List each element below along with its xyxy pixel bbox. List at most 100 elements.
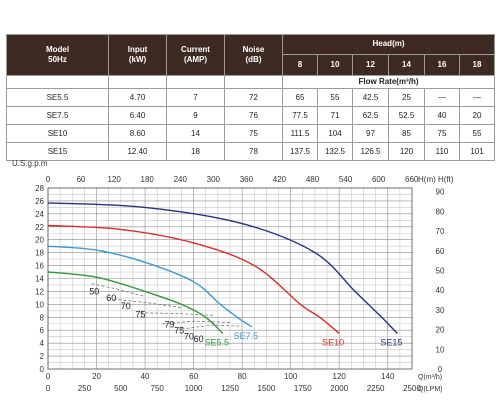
cell-flow: 62.5 bbox=[352, 106, 389, 125]
x-top-tick-label: 600 bbox=[372, 175, 386, 184]
x-lpm-tick-label: 2250 bbox=[367, 384, 385, 393]
header-model: Model 50Hz bbox=[6, 34, 109, 76]
cell-flow: 40 bbox=[424, 106, 460, 125]
x-lpm-tick-label: 250 bbox=[78, 384, 92, 393]
y-left-tick-label: 8 bbox=[40, 313, 45, 322]
x-top-tick-label: 420 bbox=[273, 175, 287, 184]
head-value-12: 12 bbox=[352, 53, 389, 77]
head-value-14: 14 bbox=[388, 53, 425, 77]
head-value-10: 10 bbox=[317, 53, 353, 77]
cell-flow: 42.5 bbox=[352, 88, 389, 107]
cell-input: 12.40 bbox=[108, 142, 167, 161]
y-left-tick-label: 0 bbox=[40, 365, 45, 374]
y-right-tick-label: 30 bbox=[436, 306, 445, 315]
x-bottom-axis-label: Q(m³/h) bbox=[418, 374, 442, 381]
x-lpm-tick-label: 2500 bbox=[403, 384, 421, 393]
x-top-axis-label: U.S.g.p.m bbox=[12, 160, 48, 168]
header-blank bbox=[6, 75, 109, 89]
y-right-tick-label: 50 bbox=[436, 266, 445, 275]
cell-current: 14 bbox=[166, 124, 225, 143]
efficiency-label: 79 bbox=[164, 320, 174, 330]
cell-noise: 72 bbox=[224, 88, 283, 107]
efficiency-label: 75 bbox=[135, 309, 145, 319]
head-values-row: 8 10 12 14 16 18 bbox=[7, 53, 496, 77]
x-lpm-tick-label: 500 bbox=[114, 384, 128, 393]
header-current: Current (AMP) bbox=[166, 34, 225, 76]
x-bottom-tick-label: 140 bbox=[381, 372, 395, 381]
efficiency-label: 60 bbox=[106, 293, 116, 303]
cell-noise: 76 bbox=[224, 106, 283, 125]
x-lpm-tick-label: 1500 bbox=[258, 384, 276, 393]
x-top-tick-label: 360 bbox=[240, 175, 254, 184]
cell-model: SE15 bbox=[6, 142, 109, 161]
efficiency-label: 50 bbox=[89, 287, 99, 297]
y-right-tick-label: 90 bbox=[436, 188, 445, 197]
header-blank bbox=[224, 75, 283, 89]
x-top-tick-label: 540 bbox=[339, 175, 353, 184]
y-right-tick-label: 80 bbox=[436, 207, 445, 216]
x-lpm-tick-label: 1000 bbox=[185, 384, 203, 393]
y-left-tick-label: 12 bbox=[35, 287, 44, 296]
efficiency-curve bbox=[91, 283, 146, 297]
cell-flow: 97 bbox=[352, 124, 389, 143]
cell-flow: 52.5 bbox=[388, 106, 425, 125]
cell-flow: 75 bbox=[424, 124, 460, 143]
y-right-tick-label: 20 bbox=[436, 326, 445, 335]
table-row: SE15 12.40 18 78 137.5 132.5 126.5 120 110 101 bbox=[6, 142, 496, 161]
header-input: Input (kW) bbox=[108, 34, 167, 76]
x-bottom-tick-label: 120 bbox=[333, 372, 347, 381]
y-left-tick-label: 26 bbox=[35, 197, 44, 206]
cell-flow: 101 bbox=[458, 142, 496, 161]
cell-flow: 71 bbox=[317, 106, 353, 125]
efficiency-curve bbox=[113, 298, 182, 308]
x-top-tick-label: 480 bbox=[306, 175, 320, 184]
x-lpm-tick-label: 0 bbox=[46, 384, 51, 393]
head-value-16: 16 bbox=[424, 53, 460, 77]
cell-flow: — bbox=[424, 88, 460, 107]
x-lpm-tick-label: 1250 bbox=[221, 384, 239, 393]
header-blank bbox=[108, 75, 167, 89]
efficiency-label: 70 bbox=[184, 331, 194, 341]
plot-frame bbox=[47, 187, 413, 370]
series-label: SE5.5 bbox=[204, 337, 229, 347]
y-left-tick-label: 18 bbox=[35, 249, 44, 258]
x-bottom-tick-label: 80 bbox=[238, 372, 247, 381]
header-flow-rate: Flow Rate(m³/h) bbox=[281, 75, 496, 89]
y-left-tick-label: 22 bbox=[35, 223, 44, 232]
cell-flow: 111.5 bbox=[282, 124, 318, 143]
efficiency-curve bbox=[181, 324, 243, 330]
cell-flow: 137.5 bbox=[282, 142, 318, 161]
y-left-tick-label: 24 bbox=[35, 210, 44, 219]
cell-flow: 85 bbox=[388, 124, 425, 143]
x-top-tick-label: 240 bbox=[174, 175, 188, 184]
x-bottom-tick-label: 60 bbox=[189, 372, 198, 381]
cell-input: 6.40 bbox=[108, 106, 167, 125]
cell-flow: 120 bbox=[388, 142, 425, 161]
y-left-tick-label: 2 bbox=[40, 352, 45, 361]
x-lpm-tick-label: 750 bbox=[151, 384, 165, 393]
y-left-tick-label: 16 bbox=[35, 262, 44, 271]
cell-flow: 20 bbox=[458, 106, 496, 125]
cell-noise: 78 bbox=[224, 142, 283, 161]
y-left-axis-label: H(m) bbox=[418, 175, 436, 184]
x-lpm-tick-label: 2000 bbox=[330, 384, 348, 393]
cell-input: 8.60 bbox=[108, 124, 167, 143]
cell-flow: — bbox=[458, 88, 496, 107]
cell-flow: 55 bbox=[458, 124, 496, 143]
y-left-tick-label: 4 bbox=[40, 339, 45, 348]
table-row: SE7.5 6.40 9 76 77.5 71 62.5 52.5 40 20 bbox=[6, 106, 496, 125]
curve-se7-5 bbox=[47, 245, 253, 328]
y-left-tick-label: 28 bbox=[35, 184, 44, 193]
y-right-tick-label: 10 bbox=[436, 345, 445, 354]
y-right-tick-label: 40 bbox=[436, 286, 445, 295]
x-lpm-tick-label: 1750 bbox=[294, 384, 312, 393]
x-bottom-tick-label: 20 bbox=[92, 372, 101, 381]
y-left-tick-label: 20 bbox=[35, 236, 44, 245]
cell-current: 9 bbox=[166, 106, 225, 125]
series-label: SE15 bbox=[380, 337, 402, 347]
x-lpm-axis-label: Q(LPM) bbox=[418, 386, 443, 393]
cell-noise: 75 bbox=[224, 124, 283, 143]
y-left-tick-label: 10 bbox=[35, 300, 44, 309]
cell-flow: 132.5 bbox=[317, 142, 353, 161]
spec-body: SE5.5 4.70 7 72 65 55 42.5 25— — SE7.5 6.40 9 76 77.5… bbox=[6, 88, 496, 161]
